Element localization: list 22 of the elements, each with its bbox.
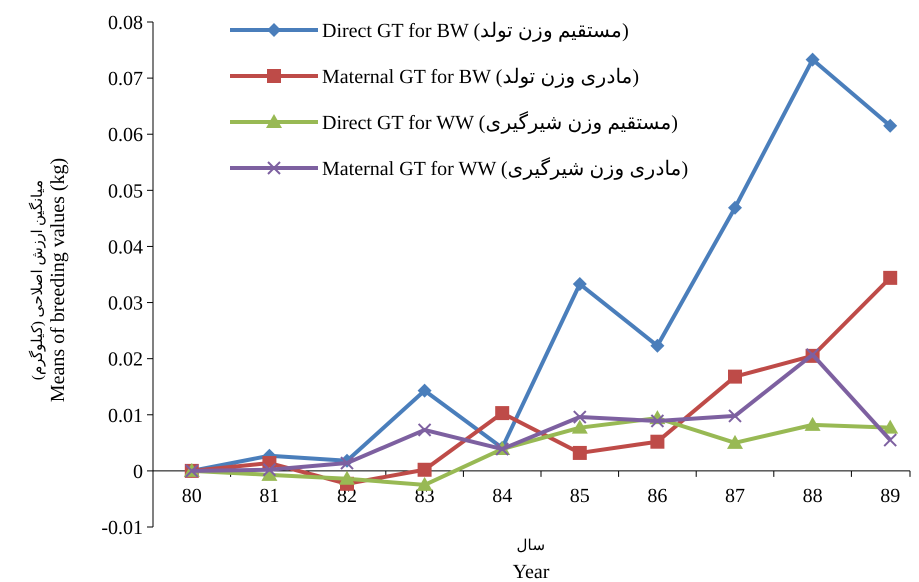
y-tick-label: 0.04 bbox=[108, 236, 143, 258]
y-tick-label: -0.01 bbox=[101, 517, 143, 539]
y-tick-label: 0.08 bbox=[108, 12, 143, 34]
legend-label: Maternal GT for BW (مادری وزن تولد) bbox=[322, 66, 639, 88]
y-tick-label: 0.02 bbox=[108, 348, 143, 371]
legend-label: Direct GT for WW (مستقیم وزن شیرگیری) bbox=[322, 111, 678, 134]
x-tick-label: 80 bbox=[182, 485, 202, 507]
x-tick-label: 87 bbox=[725, 485, 745, 507]
x-tick-label: 86 bbox=[647, 485, 668, 507]
x-tick-label: 84 bbox=[492, 485, 512, 507]
x-tick-label: 89 bbox=[880, 485, 900, 507]
y-tick-label: 0.03 bbox=[108, 292, 143, 315]
y-tick-label: 0.06 bbox=[108, 124, 143, 146]
x-tick-label: 85 bbox=[570, 485, 590, 507]
legend-label: Maternal GT for WW (مادری وزن شیرگیری) bbox=[322, 157, 688, 180]
y-tick-label: 0.07 bbox=[108, 68, 143, 90]
x-tick-label: 81 bbox=[259, 485, 280, 507]
y-tick-label: 0.05 bbox=[108, 180, 143, 202]
legend-label: Direct GT for BW (مستقیم وزن تولد) bbox=[322, 20, 629, 42]
y-tick-label: 0.01 bbox=[108, 404, 143, 427]
x-tick-label: 88 bbox=[802, 485, 823, 507]
y-tick-label: 0 bbox=[133, 460, 143, 483]
